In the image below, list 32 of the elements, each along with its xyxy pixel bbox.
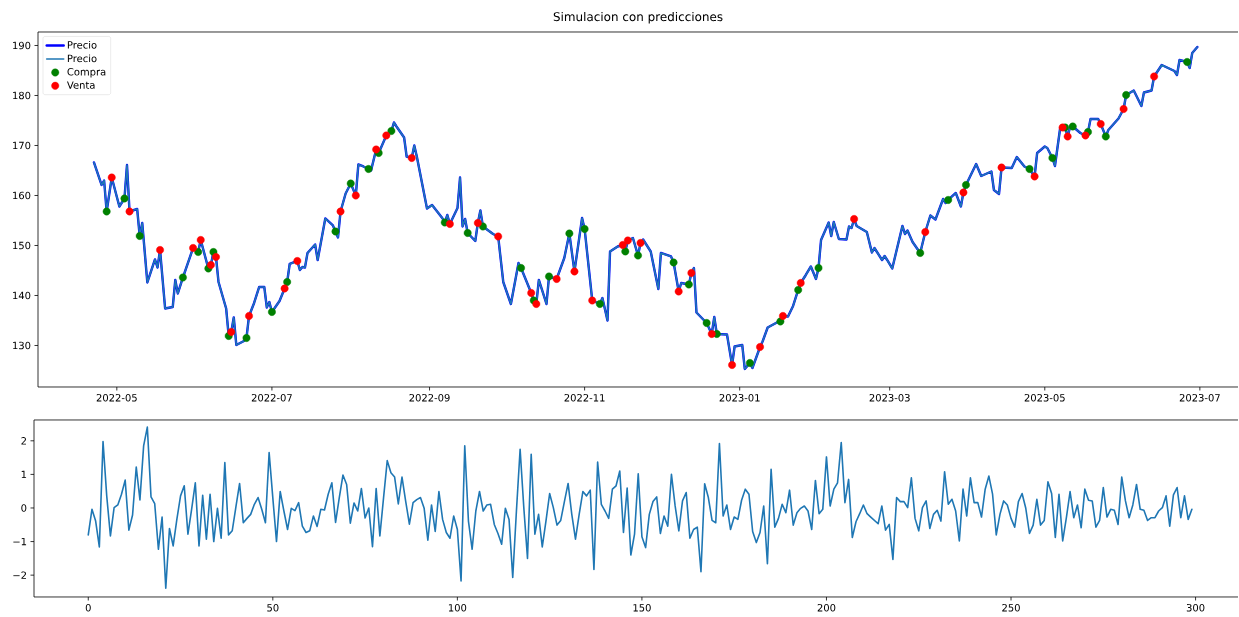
x-tick-label: 2022-09 [409,393,450,402]
x-tick-label: 2023-05 [1024,393,1065,402]
y-tick-label: −1 [13,537,27,546]
x-tick-label: 2023-03 [869,393,910,402]
y-tick-label: 180 [13,91,31,100]
y-tick-label: 130 [13,341,31,350]
y-tick-label: 1 [21,470,27,479]
chart-title: Simulacion con predicciones [553,11,723,24]
legend-label: Precio [67,54,97,63]
x-tick-label: 250 [1002,603,1020,612]
y-tick-label: −2 [13,571,26,579]
x-tick-label: 0 [85,603,91,612]
x-tick-label: 150 [633,603,651,612]
x-tick-label: 300 [1186,603,1205,612]
x-tick-label: 2022-07 [251,393,292,402]
x-tick-label: 2023-07 [1179,393,1220,402]
x-tick-label: 100 [448,603,467,612]
y-tick-label: 2 [21,437,26,445]
legend-label: Compra [67,68,106,78]
y-tick-label: 0 [21,504,27,512]
legend-label: Venta [66,81,95,89]
y-tick-label: 170 [13,141,31,150]
y-tick-label: 190 [13,41,31,50]
y-tick-label: 160 [13,191,31,200]
x-tick-label: 50 [267,603,279,612]
y-tick-label: 140 [13,291,31,300]
legend-label: Precio [67,40,97,49]
x-tick-label: 2022-05 [96,393,137,402]
y-tick-label: 150 [13,241,31,250]
x-tick-label: 2023-01 [719,393,760,402]
x-tick-label: 200 [817,603,836,612]
x-tick-label: 2022-11 [564,393,605,402]
